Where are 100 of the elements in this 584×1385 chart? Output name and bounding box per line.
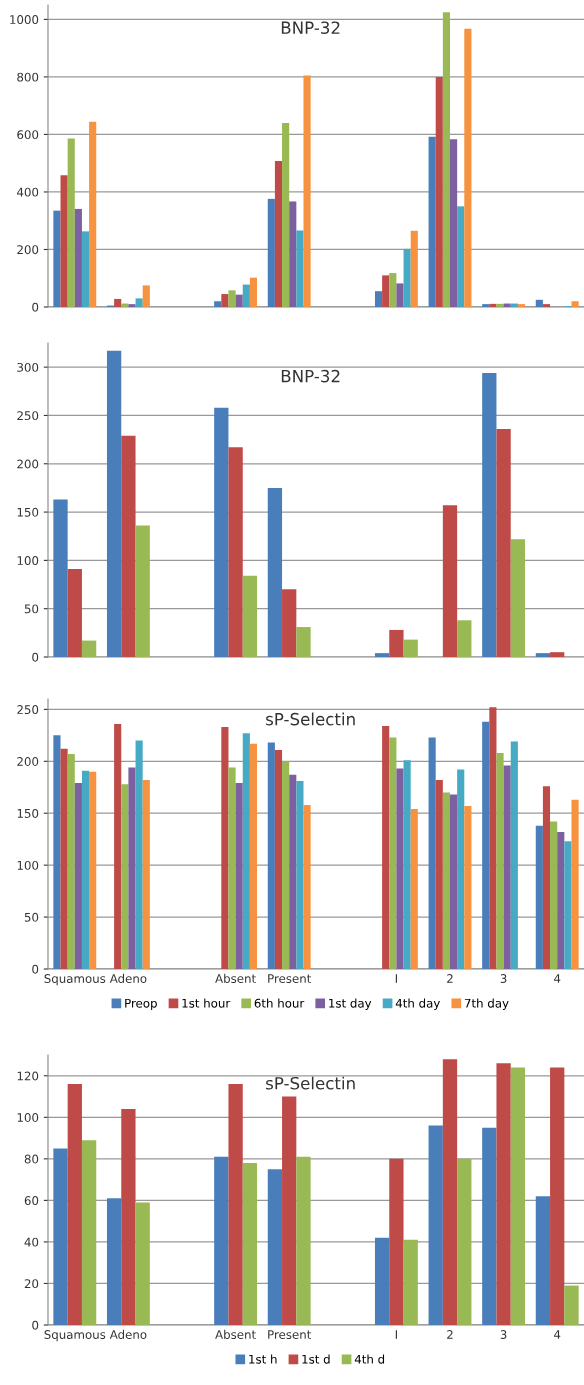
y-tick-label: 0 bbox=[32, 1320, 39, 1330]
bar bbox=[403, 639, 418, 657]
bar bbox=[106, 1198, 122, 1325]
bar bbox=[74, 783, 82, 969]
bar bbox=[142, 780, 150, 969]
y-tick-label: 250 bbox=[17, 705, 39, 715]
bar bbox=[482, 721, 490, 969]
bar bbox=[496, 1063, 511, 1325]
bar bbox=[121, 435, 136, 657]
bar bbox=[67, 1084, 82, 1325]
bar bbox=[282, 589, 297, 657]
bar bbox=[564, 841, 572, 969]
y-tick-label: 200 bbox=[17, 245, 39, 255]
x-tick-label: Absent bbox=[215, 1329, 256, 1339]
y-tick-label: 60 bbox=[24, 1196, 39, 1206]
bar bbox=[135, 1202, 150, 1325]
bar bbox=[60, 175, 68, 307]
bar bbox=[135, 740, 143, 969]
y-tick-label: 120 bbox=[17, 1071, 39, 1081]
y-tick-label: 50 bbox=[24, 604, 39, 614]
bar bbox=[74, 208, 82, 307]
bar bbox=[410, 809, 418, 969]
bar bbox=[482, 372, 497, 657]
bar bbox=[242, 1163, 258, 1325]
bar bbox=[228, 447, 243, 657]
bar bbox=[510, 539, 526, 657]
bar bbox=[535, 825, 543, 969]
bar bbox=[221, 294, 229, 307]
bar bbox=[403, 1239, 418, 1325]
y-tick-label: 300 bbox=[17, 362, 39, 372]
bar bbox=[267, 487, 283, 657]
y-tick-label: 50 bbox=[24, 912, 39, 922]
x-tick-label: Squamous bbox=[44, 1330, 106, 1342]
bar bbox=[382, 275, 390, 307]
bar bbox=[221, 727, 229, 969]
bar bbox=[267, 198, 275, 307]
x-tick-label: Absent bbox=[215, 973, 256, 983]
text: BNP-32 bbox=[281, 369, 340, 383]
bar bbox=[382, 726, 390, 969]
bar bbox=[464, 805, 472, 969]
x-tick-label: 4 bbox=[554, 1330, 561, 1339]
bar bbox=[81, 770, 90, 969]
x-tick-label: 2 bbox=[447, 974, 453, 983]
x-tick-label: 3 bbox=[500, 1330, 507, 1339]
y-tick-label: 0 bbox=[32, 652, 39, 662]
bar bbox=[374, 1237, 390, 1325]
y-tick-label: 0 bbox=[32, 302, 39, 312]
y-tick-label: 800 bbox=[17, 72, 39, 82]
bar bbox=[496, 303, 504, 307]
bar bbox=[396, 768, 404, 969]
y-tick-label: 0 bbox=[32, 964, 39, 974]
bar bbox=[457, 769, 465, 969]
bar bbox=[489, 303, 497, 307]
bar bbox=[457, 620, 472, 657]
bar bbox=[450, 139, 458, 307]
bar bbox=[442, 12, 450, 307]
bar bbox=[289, 201, 297, 307]
bar bbox=[214, 1156, 229, 1325]
y-tick-label: 150 bbox=[17, 507, 39, 517]
legend-label: 4th d bbox=[354, 1354, 385, 1364]
y-tick-label: 200 bbox=[17, 757, 39, 766]
bar bbox=[457, 206, 465, 307]
bar bbox=[550, 652, 565, 657]
bar bbox=[235, 783, 243, 969]
bar bbox=[214, 301, 222, 307]
bar bbox=[571, 301, 579, 307]
bar bbox=[435, 780, 443, 969]
bar bbox=[114, 298, 122, 307]
bar bbox=[242, 575, 258, 657]
bar bbox=[81, 231, 90, 307]
bar bbox=[81, 1140, 97, 1325]
bar bbox=[564, 1285, 579, 1325]
bar bbox=[135, 525, 150, 657]
bar bbox=[267, 742, 275, 969]
bar bbox=[303, 804, 311, 969]
bar bbox=[435, 76, 443, 307]
bar bbox=[249, 743, 258, 969]
bar bbox=[550, 1067, 565, 1325]
bar bbox=[53, 499, 68, 657]
bar bbox=[389, 629, 404, 657]
bar bbox=[228, 1084, 243, 1325]
bar bbox=[389, 737, 397, 969]
bar bbox=[535, 653, 551, 657]
legend-label: Preop bbox=[125, 998, 157, 1010]
bar bbox=[89, 771, 97, 969]
bar bbox=[242, 733, 250, 969]
bar bbox=[542, 304, 551, 307]
bar bbox=[457, 1158, 472, 1325]
bar bbox=[289, 774, 297, 969]
bar bbox=[482, 304, 490, 307]
bar bbox=[374, 653, 390, 657]
x-tick-label: 4 bbox=[554, 974, 561, 983]
text: sP-Selectin bbox=[266, 1076, 355, 1090]
y-tick-label: 200 bbox=[17, 459, 39, 469]
y-tick-label: 40 bbox=[24, 1237, 39, 1247]
y-tick-label: 400 bbox=[17, 187, 39, 197]
bar bbox=[282, 761, 290, 969]
bar bbox=[550, 821, 558, 969]
bar bbox=[571, 799, 579, 969]
x-tick-label: 2 bbox=[447, 1330, 453, 1339]
